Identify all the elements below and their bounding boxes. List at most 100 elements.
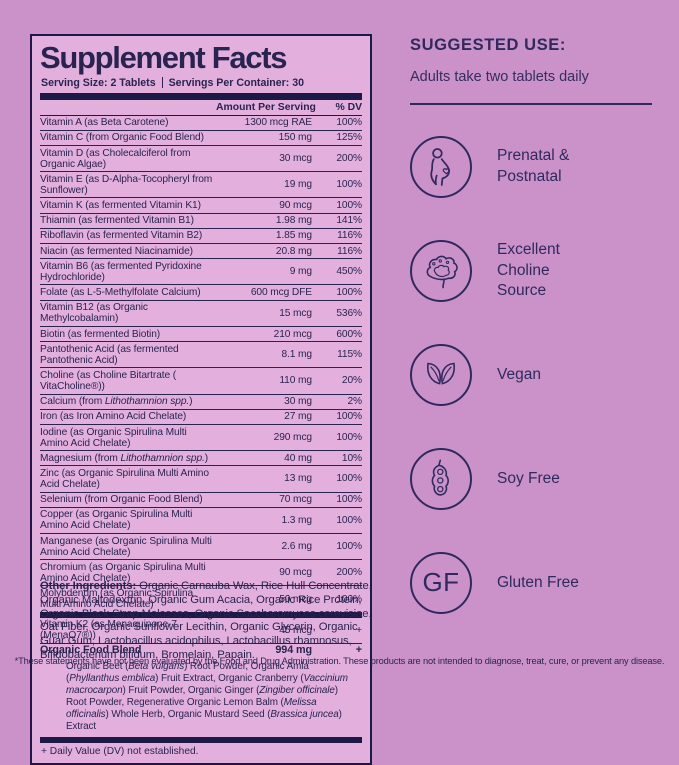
feature-soy-free: Soy Free [410, 427, 660, 531]
nutrient-amount: 19 mg [284, 179, 312, 191]
table-row: Vitamin B6 (as fermented Pyridoxine Hydr… [40, 259, 362, 286]
nutrient-dv: 141% [336, 215, 362, 227]
serving-info: Serving Size: 2 Tablets Servings Per Con… [41, 77, 362, 89]
table-row: Iodine (as Organic Spirulina Multi Amino… [40, 425, 362, 452]
nutrient-name: Zinc (as Organic Spirulina Multi Amino A… [40, 467, 209, 490]
pregnant-woman-icon [410, 135, 472, 198]
nutrient-amount: 210 mcg [273, 328, 312, 340]
table-row: Niacin (as fermented Niacinamide) 20.8 mg… [40, 244, 362, 260]
servings-per-container: Servings Per Container: 30 [168, 76, 305, 89]
other-ingredients: Other Ingredients: Organic Carnauba Wax,… [40, 580, 372, 663]
daily-value-footnote: + Daily Value (DV) not established. [41, 746, 199, 758]
feature-label: Prenatal & Postnatal [497, 147, 570, 185]
nutrient-dv: 115% [337, 349, 362, 361]
suggested-use-title: SUGGESTED USE: [410, 36, 567, 54]
feature-prenatal-postnatal: Prenatal & Postnatal [410, 115, 660, 219]
feature-label: Excellent Choline Source [497, 241, 560, 299]
nutrient-dv: 100% [336, 117, 362, 129]
nutrient-amount: 90 mcg [279, 200, 312, 212]
nutrient-name: Selenium (from Organic Food Blend) [40, 494, 203, 506]
nutrient-amount: 9 mg [289, 266, 312, 278]
nutrient-name: Vitamin E (as D-Alpha-Tocopheryl from Su… [40, 173, 213, 196]
nutrient-dv: 116% [337, 245, 362, 257]
nutrient-dv: 536% [336, 307, 362, 319]
table-row: Pantothenic Acid (as fermented Pantothen… [40, 342, 362, 369]
feature-label: Soy Free [497, 469, 560, 487]
nutrient-name: Choline (as Choline Bitartrate ( VitaCho… [40, 369, 177, 392]
nutrient-dv: 125% [336, 132, 362, 144]
facts-extra-rows: Vitamin K2 (as Menaquinone-7 (MenaQ7®)) 4… [40, 618, 362, 659]
other-ingredients-label: Other Ingredients: [40, 580, 137, 592]
thick-divider-top [40, 92, 362, 100]
nutrient-dv: 100% [336, 593, 362, 605]
nutrient-amount: 8.1 mg [281, 349, 312, 361]
feature-choline-source: Excellent Choline Source [410, 219, 660, 323]
nutrient-name: Riboflavin (as fermented Vitamin B2) [40, 230, 203, 242]
nutrient-dv: 20% [341, 375, 362, 387]
amount-per-serving-header: Amount Per Serving [216, 101, 316, 113]
table-row: Copper (as Organic Spirulina Multi Amino… [40, 508, 362, 535]
table-row: Vitamin K (as fermented Vitamin K1) 90 mc… [40, 198, 362, 214]
nutrient-dv: + [356, 624, 362, 636]
table-row: Riboflavin (as fermented Vitamin B2) 1.85… [40, 229, 362, 245]
nutrient-name: Vitamin K2 (as Menaquinone-7 (MenaQ7®)) [40, 619, 177, 642]
table-row: Chromium (as Organic Spirulina Multi Ami… [40, 560, 362, 587]
nutrient-dv: 116% [337, 230, 362, 242]
nutrient-amount: 30 mcg [279, 153, 312, 165]
gf-letters: GF [422, 567, 460, 598]
table-row: Vitamin A (as Beta Carotene) 1300 mcg RAE… [40, 116, 362, 131]
nutrient-amount: 994 mg [275, 644, 312, 657]
table-row: Selenium (from Organic Food Blend) 70 mcg… [40, 493, 362, 508]
nutrient-dv: 450% [336, 266, 362, 278]
leaves-icon [410, 343, 472, 406]
table-row: Folate (as L-5-Methylfolate Calcium) 600 … [40, 285, 362, 301]
nutrient-dv: 100% [336, 494, 362, 506]
facts-rows: Vitamin A (as Beta Carotene) 1300 mcg RAE… [40, 116, 362, 612]
nutrient-dv: 100% [336, 287, 362, 299]
table-row: Magnesium (from Lithothamnion spp.) 40 mg… [40, 451, 362, 467]
table-row: Vitamin B12 (as Organic Methylcobalamin)… [40, 301, 362, 327]
nutrient-dv: 100% [336, 179, 362, 191]
nutrient-amount: 13 mg [284, 473, 312, 485]
nutrient-name: Organic Food Blend [40, 644, 142, 657]
nutrient-amount: 70 mcg [279, 494, 312, 506]
nutrient-dv: 100% [336, 432, 362, 444]
nutrient-name: Folate (as L-5-Methylfolate Calcium) [40, 287, 201, 299]
facts-header-row: Amount Per Serving % DV [40, 100, 362, 116]
nutrient-name: Thiamin (as fermented Vitamin B1) [40, 215, 194, 227]
nutrient-amount: 1.3 mg [281, 514, 312, 526]
fda-disclaimer: *These statements have not been evaluate… [14, 656, 665, 666]
thick-divider-middle [40, 611, 362, 618]
serving-divider [161, 77, 163, 89]
nutrient-name: Iodine (as Organic Spirulina Multi Amino… [40, 426, 187, 449]
table-row: Vitamin E (as D-Alpha-Tocopheryl from Su… [40, 172, 362, 199]
feature-vegan: Vegan [410, 323, 660, 427]
nutrient-amount: 50 mcg [279, 593, 312, 605]
nutrient-name: Biotin (as fermented Biotin) [40, 328, 161, 340]
nutrient-name: Vitamin C (from Organic Food Blend) [40, 132, 204, 144]
soybean-pod-icon [410, 447, 472, 510]
gf-letters-icon: GF [410, 551, 472, 614]
nutrient-amount: 27 mg [284, 411, 312, 423]
feature-gluten-free: GF Gluten Free [410, 531, 660, 635]
nutrient-name: Vitamin D (as Cholecalciferol from Organ… [40, 147, 191, 170]
right-column: SUGGESTED USE: Adults take two tablets d… [410, 36, 660, 635]
table-row: Zinc (as Organic Spirulina Multi Amino A… [40, 466, 362, 493]
nutrient-dv: + [355, 644, 362, 657]
nutrient-amount: 30 mg [284, 396, 312, 408]
other-ingredients-text: Organic Carnauba Wax, Rice Hull Concentr… [40, 580, 372, 661]
nutrient-amount: 110 mg [279, 375, 312, 387]
supplement-facts-title: Supplement Facts [40, 40, 288, 75]
table-row: Organic Food Blend 994 mg + [40, 644, 362, 659]
nutrient-dv: 600% [336, 328, 362, 340]
nutrient-amount: 290 mcg [273, 432, 312, 444]
feature-label: Gluten Free [497, 573, 579, 591]
nutrient-amount: 1300 mcg RAE [244, 117, 312, 129]
table-row: Vitamin D (as Cholecalciferol from Organ… [40, 146, 362, 173]
table-row: Thiamin (as fermented Vitamin B1) 1.98 mg… [40, 214, 362, 229]
nutrient-name: Niacin (as fermented Niacinamide) [40, 245, 193, 257]
dv-header: % DV [335, 101, 362, 113]
nutrient-name: Magnesium (from Lithothamnion spp.) [40, 452, 209, 464]
table-row: Vitamin C (from Organic Food Blend) 150 m… [40, 131, 362, 147]
nutrient-amount: 2.6 mg [281, 541, 312, 553]
